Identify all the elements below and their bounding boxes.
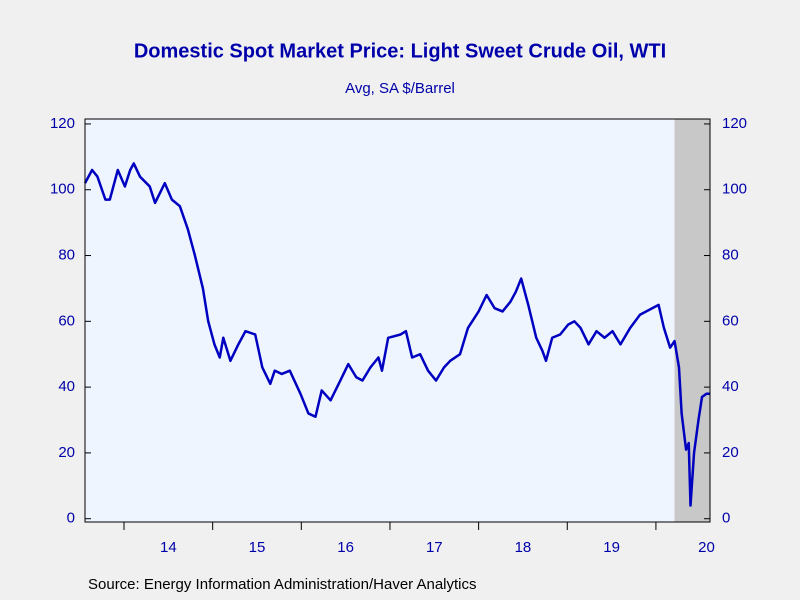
- y2-tick-label: 120: [722, 115, 747, 132]
- plot-area: [85, 119, 710, 522]
- y2-tick-label: 20: [722, 444, 739, 461]
- source-note: Source: Energy Information Administratio…: [88, 576, 477, 593]
- y-tick-label: 100: [50, 181, 75, 198]
- x-tick-label: 18: [515, 539, 532, 556]
- y-tick-label: 20: [58, 444, 75, 461]
- y2-tick-label: 0: [722, 510, 730, 527]
- plot-layer: [83, 119, 710, 522]
- chart-subtitle: Avg, SA $/Barrel: [345, 80, 455, 97]
- x-tick-label: 19: [603, 539, 620, 556]
- recession-band: [674, 119, 710, 522]
- x-tick-label: 17: [426, 539, 443, 556]
- y2-tick-label: 100: [722, 181, 747, 198]
- x-tick-label: 15: [249, 539, 266, 556]
- y-tick-label: 60: [58, 312, 75, 329]
- y-tick-label: 80: [58, 246, 75, 263]
- x-tick-label: 14: [160, 539, 177, 556]
- price-line: [83, 162, 710, 507]
- plot-frame: [84, 118, 711, 523]
- y-tick-label: 120: [50, 115, 75, 132]
- y2-tick-label: 40: [722, 378, 739, 395]
- x-tick-label: 16: [337, 539, 354, 556]
- y-tick-label: 40: [58, 378, 75, 395]
- y2-tick-label: 80: [722, 246, 739, 263]
- chart-title: Domestic Spot Market Price: Light Sweet …: [134, 40, 666, 62]
- x-tick-label: 20: [698, 539, 715, 556]
- y2-tick-label: 60: [722, 312, 739, 329]
- y-tick-label: 0: [67, 510, 75, 527]
